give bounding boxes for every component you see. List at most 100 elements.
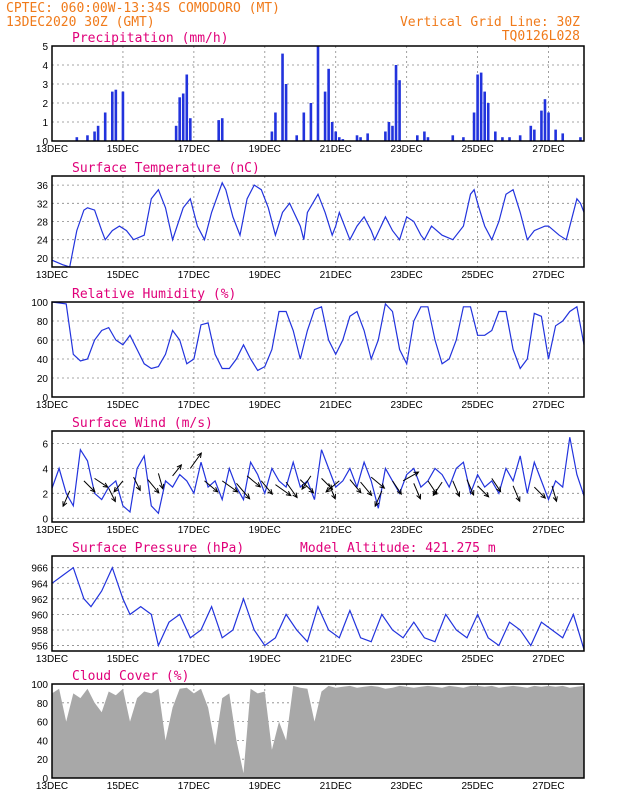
model-id: TQ0126L028 <box>502 29 580 44</box>
precipitation-bar <box>220 118 224 141</box>
pressure-xtick-label: 13DEC <box>36 654 68 665</box>
precipitation-bar <box>96 125 100 141</box>
precipitation-ytick-label: 1 <box>42 118 48 129</box>
pressure-ytick-label: 964 <box>31 579 48 590</box>
precipitation-bar <box>327 68 330 141</box>
temperature-xtick-label: 19DEC <box>249 270 281 281</box>
precipitation-bar <box>281 53 284 141</box>
pressure-ytick-label: 960 <box>31 610 48 621</box>
humidity-ytick-label: 60 <box>37 336 49 347</box>
wind-arrow-head <box>366 490 373 497</box>
cloud-cover-xtick-label: 23DEC <box>391 781 423 792</box>
wind-arrow-shaft <box>491 478 502 492</box>
wind-arrow-head <box>325 487 332 493</box>
wind-arrow-head <box>455 491 461 498</box>
precipitation-bar <box>334 131 338 141</box>
pressure-xtick-label: 19DEC <box>249 654 281 665</box>
precipitation-bar <box>561 133 565 141</box>
pressure-title: Surface Pressure (hPa) <box>72 541 244 556</box>
humidity-panel: 0 20 40 60 80 100 Relative Humidity (%) 13DEC 15… <box>31 287 585 411</box>
precipitation-xtick-label: 25DEC <box>461 144 493 155</box>
wind-arrow-head <box>301 484 307 491</box>
wind-arrow-head <box>102 482 109 488</box>
pressure-panel: 956 958 960 962 964 966 Surface Pressure (hPa)… <box>31 541 585 665</box>
wind-panel: 0 2 4 6 Surface Wind (m/s) 13DEC 15DEC 17DEC 19D… <box>36 416 585 536</box>
wind-arrow-head <box>483 491 490 498</box>
precipitation-bar <box>394 65 398 141</box>
temperature-ytick-label: 36 <box>37 181 49 192</box>
wind-arrow-shaft <box>328 483 336 499</box>
wind-arrow-head <box>416 493 422 500</box>
run-date-header: 13DEC2020 30Z (GMT) <box>6 15 155 30</box>
cloud-cover-area <box>52 685 584 778</box>
temperature-xtick-label: 13DEC <box>36 270 68 281</box>
precipitation-ytick-label: 3 <box>42 80 48 91</box>
temperature-xtick-label: 17DEC <box>178 270 210 281</box>
precipitation-bar <box>316 46 320 141</box>
wind-arrow-head <box>111 496 116 503</box>
precipitation-bar <box>295 135 299 141</box>
precipitation-xtick-label: 23DEC <box>391 144 423 155</box>
humidity-xtick-label: 19DEC <box>249 400 281 411</box>
wind-arrow-head <box>540 493 547 499</box>
precipitation-bar <box>501 137 504 141</box>
wind-arrow-shaft <box>452 480 460 497</box>
precipitation-bar <box>366 133 369 141</box>
precipitation-bar <box>479 72 483 141</box>
wind-arrow-head <box>135 485 141 492</box>
wind-arrow-head <box>90 486 96 493</box>
wind-arrow-head <box>379 483 386 489</box>
wind-arrow-head <box>232 487 239 493</box>
precipitation-bar <box>86 135 89 141</box>
humidity-series-line <box>51 301 585 372</box>
wind-arrow-shaft <box>94 477 109 488</box>
humidity-xtick-label: 21DEC <box>320 400 352 411</box>
precipitation-xtick-label: 17DEC <box>178 144 210 155</box>
precipitation-bar <box>486 103 490 141</box>
precipitation-bar <box>554 129 557 141</box>
cloud-cover-ytick-label: 20 <box>37 755 49 766</box>
precipitation-xtick-label: 15DEC <box>107 144 139 155</box>
precipitation-bar <box>476 74 479 141</box>
wind-arrow-shaft <box>113 480 124 493</box>
pressure-xtick-label: 21DEC <box>320 654 352 665</box>
wind-arrow-shaft <box>189 452 202 469</box>
humidity-ytick-label: 20 <box>37 374 49 385</box>
wind-arrow-shaft <box>477 485 489 498</box>
wind-arrow-head <box>374 501 380 508</box>
precipitation-bar <box>341 139 345 141</box>
pressure-ytick-label: 956 <box>31 642 48 653</box>
humidity-ytick-label: 100 <box>31 298 48 309</box>
precipitation-bar <box>75 137 79 141</box>
temperature-series-line <box>51 181 585 268</box>
pressure-ytick-label: 966 <box>31 564 48 575</box>
precipitation-bar <box>508 137 511 141</box>
wind-arrow-head <box>159 483 165 490</box>
pressure-xtick-label: 15DEC <box>107 654 139 665</box>
cloud-cover-xtick-label: 19DEC <box>249 781 281 792</box>
humidity-frame <box>51 301 585 398</box>
pressure-series-line <box>51 566 585 650</box>
precipitation-bar <box>284 84 288 141</box>
precipitation-bar <box>103 112 107 141</box>
temperature-panel: 20 24 28 32 36 Surface Temperature (nC) 13DEC 1… <box>36 161 585 281</box>
wind-arrow-head <box>244 493 251 500</box>
precipitation-xtick-label: 13DEC <box>36 144 68 155</box>
wind-arrow-head <box>196 452 202 458</box>
precipitation-bar <box>178 97 181 141</box>
precipitation-bar <box>309 103 313 141</box>
cloud-cover-panel: 0 20 40 60 80 100 Cloud Cover (%) 13DEC 15DEC 17D… <box>31 669 585 792</box>
wind-arrow-shaft <box>374 490 383 507</box>
wind-arrow-head <box>496 486 502 493</box>
temperature-xtick-label: 25DEC <box>461 270 493 281</box>
precipitation-bar <box>483 91 486 141</box>
humidity-xtick-label: 15DEC <box>107 400 139 411</box>
precipitation-ytick-label: 4 <box>42 61 48 72</box>
temperature-title: Surface Temperature (nC) <box>72 161 260 176</box>
precipitation-bar <box>337 137 341 141</box>
precipitation-bar <box>189 118 192 141</box>
wind-arrow-shaft <box>236 483 251 500</box>
wind-ytick-label: 4 <box>42 464 48 475</box>
wind-arrow-shaft <box>533 486 546 499</box>
